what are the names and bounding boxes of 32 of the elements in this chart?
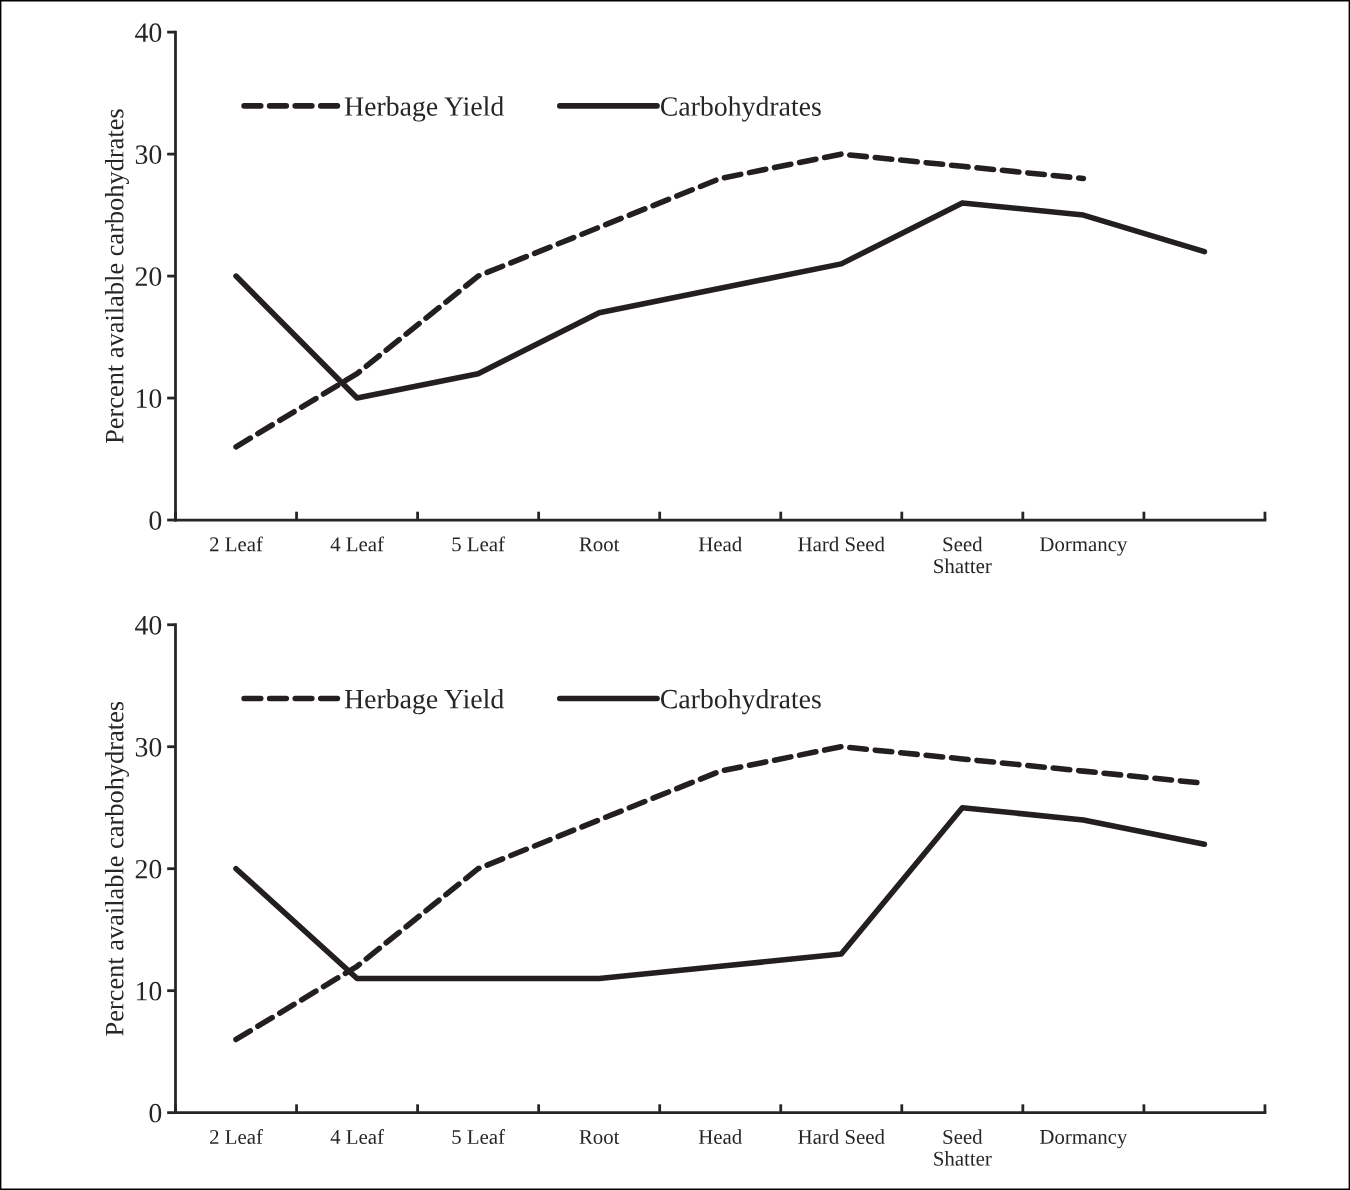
x-tick-label: 5 Leaf	[452, 1129, 506, 1144]
y-axis-title: Percent available carbohydrates	[104, 109, 129, 444]
y-axis-title: Percent available carbohydrates	[104, 701, 129, 1036]
legend-label: Herbage Yield	[344, 688, 504, 715]
x-tick-label: 4 Leaf	[330, 1129, 384, 1144]
legend-label: Carbohydrates	[660, 96, 821, 122]
x-tick-label: Dormancy	[1040, 1130, 1128, 1149]
y-tick-label: 40	[135, 23, 162, 43]
x-tick-label: Head	[698, 1129, 742, 1144]
x-tick-label: 2 Leaf	[210, 1129, 263, 1144]
y-tick-label: 40	[135, 615, 162, 635]
legend-label: Herbage Yield	[344, 96, 504, 122]
y-tick-label: 30	[135, 145, 162, 165]
x-tick-label: Root	[579, 537, 620, 552]
x-tick-label: Root	[579, 1130, 620, 1144]
y-tick-label: 30	[135, 737, 162, 757]
x-tick-label: Seed Shatter	[934, 536, 992, 574]
y-tick-label: 20	[135, 859, 162, 879]
y-tick-label: 20	[135, 267, 162, 286]
y-tick-label: 10	[136, 981, 162, 1001]
x-tick-label: Dormancy	[1040, 537, 1128, 556]
x-tick-label: Hard Seed	[798, 1129, 885, 1144]
x-tick-label: 5 Leaf	[452, 536, 506, 552]
x-tick-label: 2 Leaf	[210, 536, 263, 552]
legend-label: Carbohydrates	[660, 688, 821, 715]
x-tick-label: Seed Shatter	[934, 1129, 992, 1166]
x-tick-label: Head	[698, 536, 742, 552]
y-tick-label: 10	[136, 389, 162, 408]
x-tick-label: Hard Seed	[798, 536, 885, 552]
y-tick-label: 0	[149, 511, 162, 530]
y-tick-label: 0	[149, 1103, 162, 1123]
x-tick-label: 4 Leaf	[330, 536, 384, 552]
